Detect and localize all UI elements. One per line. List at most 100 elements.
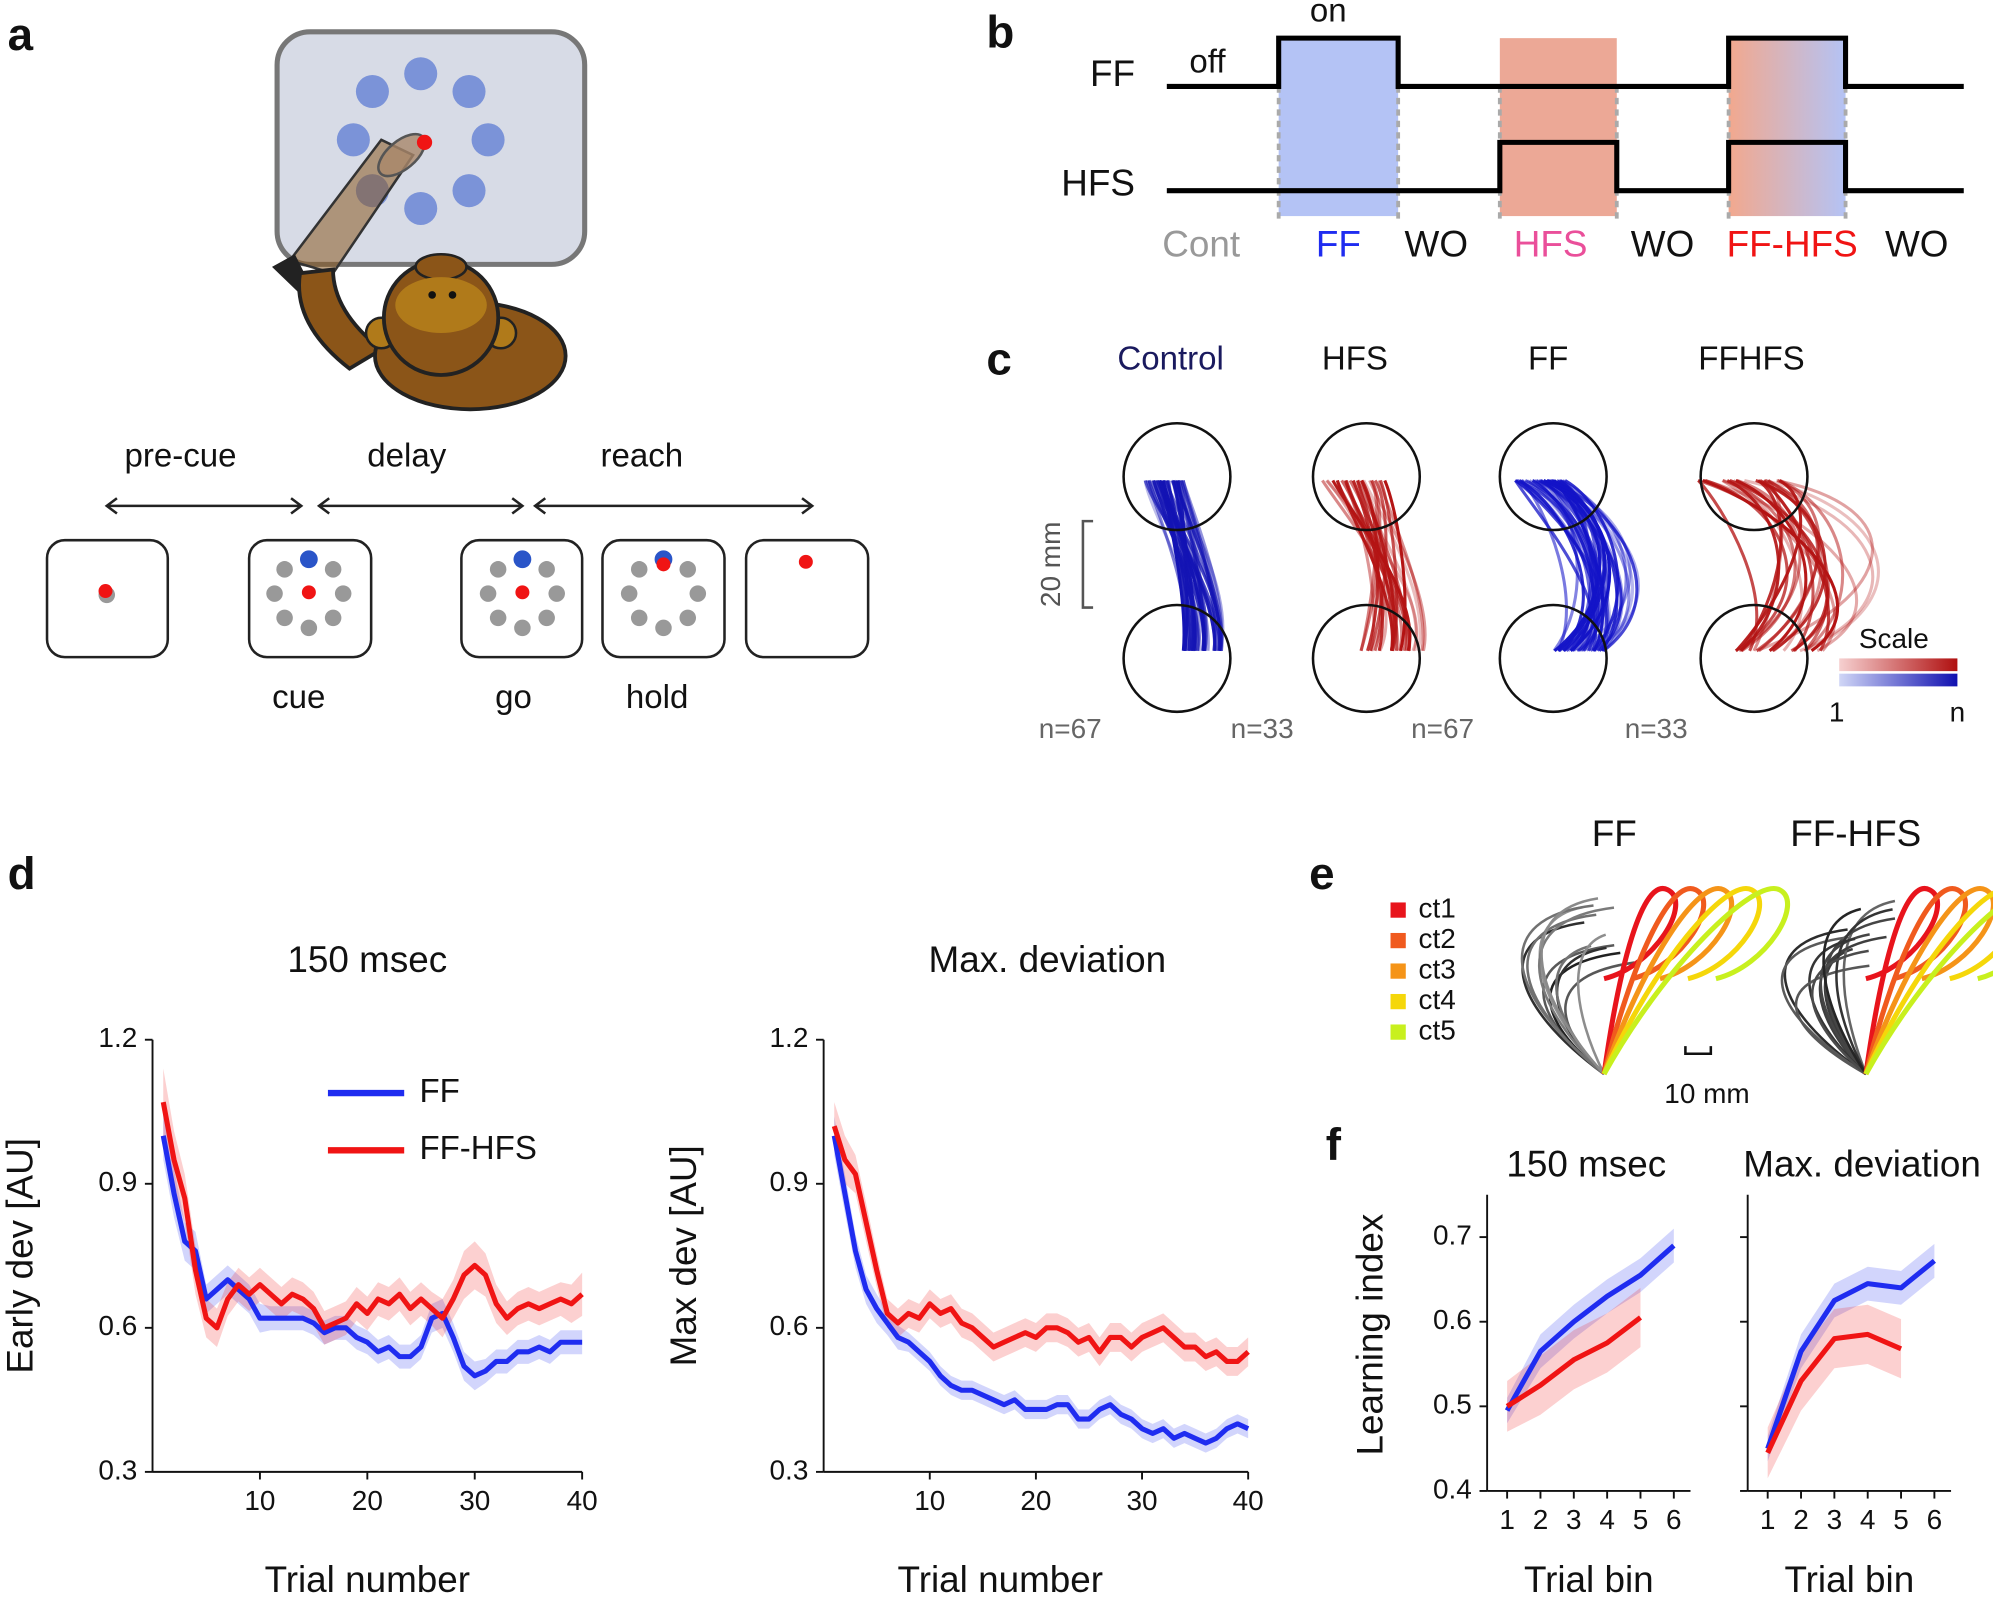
scale-bar: [1684, 1046, 1713, 1055]
legend-label: FF: [419, 1073, 459, 1110]
trace: [1863, 908, 1993, 1076]
trajectory: [1545, 479, 1624, 652]
x-tick-label: 40: [1233, 1485, 1264, 1516]
line: [1765, 1331, 1903, 1454]
state-label: on: [1310, 0, 1347, 29]
chart-title: Max. deviation: [1743, 1144, 1981, 1185]
target-dot: [679, 609, 697, 627]
condition-label: HFS: [1322, 341, 1388, 378]
trajectory: [1321, 479, 1403, 652]
trace: [1808, 937, 1867, 1075]
trajectory: [1757, 479, 1821, 652]
y-tick-label: 0.7: [1433, 1219, 1472, 1250]
trajectory: [1535, 479, 1634, 653]
y-tick-label: 0.6: [1433, 1304, 1472, 1335]
trajectory: [1539, 479, 1579, 652]
trace: [1540, 897, 1605, 1075]
trace: [1863, 886, 1941, 1075]
phase-label: reach: [601, 437, 684, 474]
panel-label: e: [1309, 848, 1334, 899]
trace: [1601, 886, 1735, 1075]
chart: 0.4 0.5 0.6 0.7 1 2 3 4 5 6 150 msec Trial bin Learn…: [1349, 1144, 1691, 1599]
trace: [1835, 908, 1893, 1075]
legend-swatch: [1390, 1024, 1406, 1040]
colorbar-label: 1: [1829, 697, 1845, 728]
trajectory: [1531, 479, 1640, 653]
trajectory: [1562, 479, 1597, 652]
target-dot: [689, 585, 707, 602]
count-label: n=67: [1039, 713, 1102, 744]
x-tick-label: 1: [1499, 1504, 1515, 1535]
target-dot: [514, 619, 531, 637]
legend-label: ct3: [1418, 953, 1455, 984]
event-label: go: [495, 679, 532, 716]
line: [1504, 1243, 1676, 1412]
x-tick-label: 40: [567, 1485, 598, 1516]
trace: [1537, 906, 1615, 1075]
x-tick-label: 4: [1599, 1504, 1615, 1535]
target-dot: [489, 609, 507, 627]
trajectory: [1343, 479, 1376, 652]
x-tick-label: 30: [1126, 1485, 1157, 1516]
trace: [1601, 886, 1791, 1076]
trajectory: [1155, 479, 1209, 652]
error-band: [1767, 1304, 1902, 1479]
trajectory: [1520, 479, 1597, 652]
cursor: [656, 557, 671, 572]
x-tick-label: 1: [1760, 1504, 1776, 1535]
condition-label: WO: [1885, 223, 1948, 264]
condition-label: FF: [1316, 223, 1361, 264]
y-tick-label: 0.9: [98, 1166, 137, 1197]
target-dot: [479, 585, 497, 602]
trace: [1576, 933, 1607, 1075]
legend-swatch: [1390, 932, 1406, 949]
count-label: n=67: [1411, 713, 1474, 744]
chart: 1 2 3 4 5 6 Max. deviation Trial bin: [1740, 1144, 1981, 1599]
chart: 0.3 0.6 0.9 1.2 10 20 30 40 150 msec Trial number…: [0, 939, 598, 1599]
error-band: [163, 1068, 583, 1348]
condition-label: WO: [1405, 223, 1468, 264]
protocol-diagram: [1166, 35, 1964, 219]
target-dot: [276, 561, 293, 578]
target-dot: [548, 585, 565, 602]
trace: [1783, 928, 1867, 1076]
legend-label: ct1: [1418, 892, 1455, 923]
trajectory: [1521, 479, 1598, 652]
colorbar: [1839, 658, 1958, 672]
x-tick-label: 6: [1927, 1504, 1943, 1535]
trajectory: [1178, 480, 1208, 651]
trajectory: [1752, 479, 1784, 652]
trajectory: [1352, 479, 1418, 652]
condition-label: FF: [1528, 341, 1568, 378]
condition-label: FFHFS: [1698, 341, 1804, 378]
chart-title: Max. deviation: [929, 939, 1167, 980]
legend-label: ct4: [1418, 984, 1455, 1015]
trajectory: [1546, 479, 1632, 653]
trace: [1863, 890, 1993, 1076]
legend-swatch: [1390, 963, 1406, 979]
trajectory: [1526, 479, 1612, 652]
trajectory: [1726, 479, 1781, 652]
trace: [1780, 936, 1867, 1076]
y-axis-label: Learning index: [1349, 1213, 1390, 1455]
trace: [1863, 886, 1993, 1075]
y-tick-label: 0.6: [770, 1310, 809, 1341]
trajectory: [1534, 479, 1607, 652]
line: [160, 1101, 584, 1331]
y-tick-label: 0.5: [1433, 1389, 1472, 1420]
trajectory: [1377, 480, 1425, 652]
trajectory: [1153, 479, 1207, 652]
trace: [1601, 886, 1679, 1075]
event-label: hold: [626, 679, 688, 716]
trajectory: [1558, 479, 1628, 652]
trajectory: [1163, 480, 1216, 651]
colorbar: [1839, 673, 1958, 687]
trajectory: [1326, 479, 1388, 652]
legend-label: ct2: [1418, 923, 1455, 954]
x-tick-label: 2: [1793, 1504, 1809, 1535]
y-tick-label: 1.2: [770, 1022, 809, 1053]
trajectory: [1540, 479, 1609, 652]
cursor: [301, 585, 316, 600]
